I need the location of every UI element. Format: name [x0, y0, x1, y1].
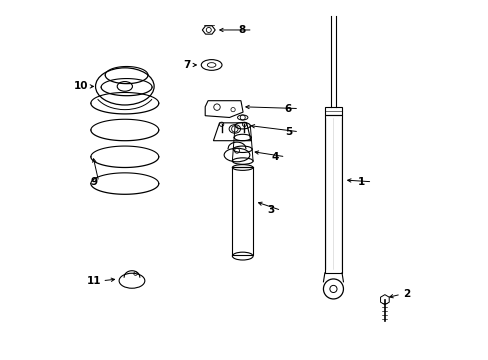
Text: 5: 5	[284, 127, 291, 137]
Text: 3: 3	[266, 205, 274, 215]
Text: 9: 9	[91, 177, 98, 187]
Text: 8: 8	[238, 25, 245, 35]
Text: 11: 11	[87, 276, 102, 286]
Bar	[324, 107, 341, 114]
Text: 1: 1	[357, 177, 365, 187]
Bar	[324, 114, 341, 273]
Text: 10: 10	[73, 81, 88, 91]
Text: 6: 6	[284, 104, 291, 113]
Text: 7: 7	[183, 60, 190, 70]
Bar	[232, 167, 253, 255]
Text: 2: 2	[402, 289, 409, 299]
Text: 4: 4	[270, 152, 278, 162]
